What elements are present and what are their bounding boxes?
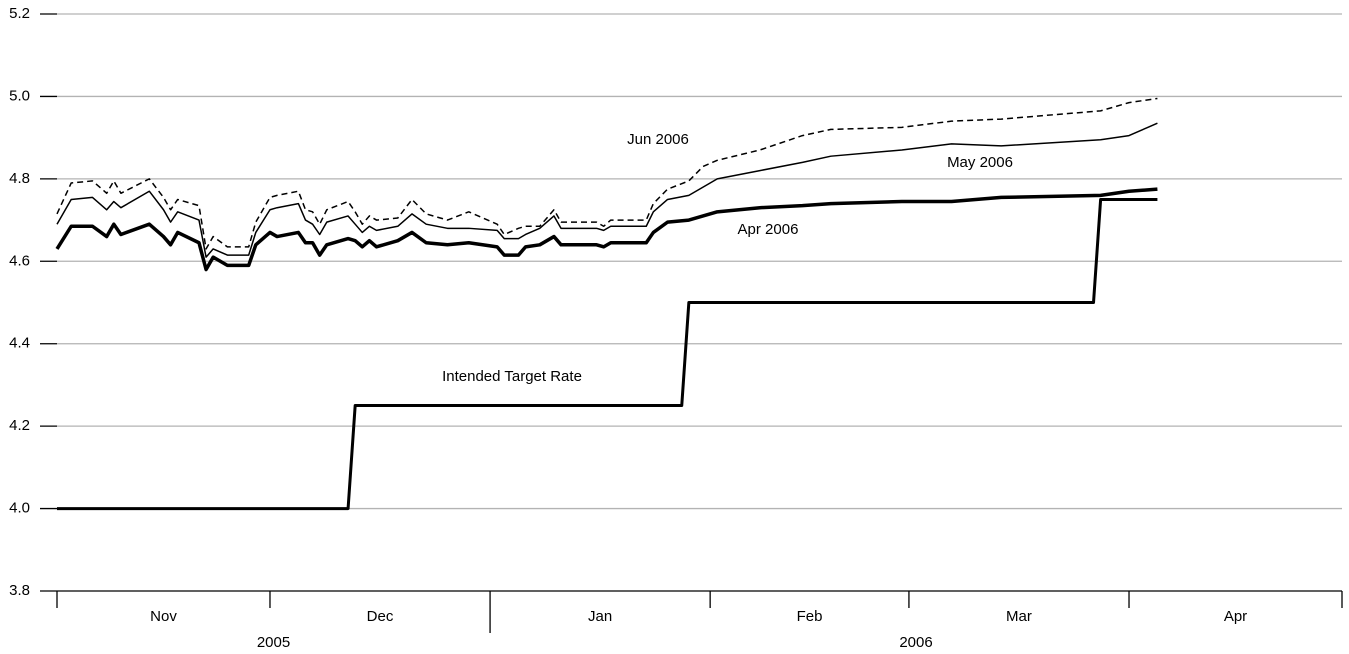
y-tick-label: 4.6 <box>9 252 30 269</box>
y-tick-label: 5.0 <box>9 87 30 104</box>
y-tick-label: 5.2 <box>9 5 30 22</box>
series-label: Jun 2006 <box>627 131 689 148</box>
x-tick-label: Jan <box>588 608 612 625</box>
y-tick-label: 4.4 <box>9 335 30 352</box>
year-label: 2005 <box>257 634 290 651</box>
year-label: 2006 <box>899 634 932 651</box>
series-line <box>56 97 1158 250</box>
series-label: Intended Target Rate <box>442 368 582 385</box>
series-line <box>57 197 1158 511</box>
x-tick-label: Mar <box>1006 608 1032 625</box>
x-tick-label: Nov <box>150 608 177 625</box>
x-tick-label: Dec <box>367 608 394 625</box>
y-tick-label: 4.8 <box>9 170 30 187</box>
y-tick-label: 4.2 <box>9 417 30 434</box>
series-label: Apr 2006 <box>738 221 799 238</box>
x-tick-label: Apr <box>1224 608 1247 625</box>
y-tick-label: 3.8 <box>9 582 30 599</box>
series-label: May 2006 <box>947 154 1013 171</box>
x-tick-label: Feb <box>797 608 823 625</box>
series-line <box>55 187 1158 272</box>
y-tick-label: 4.0 <box>9 500 30 517</box>
series-line <box>56 122 1158 258</box>
